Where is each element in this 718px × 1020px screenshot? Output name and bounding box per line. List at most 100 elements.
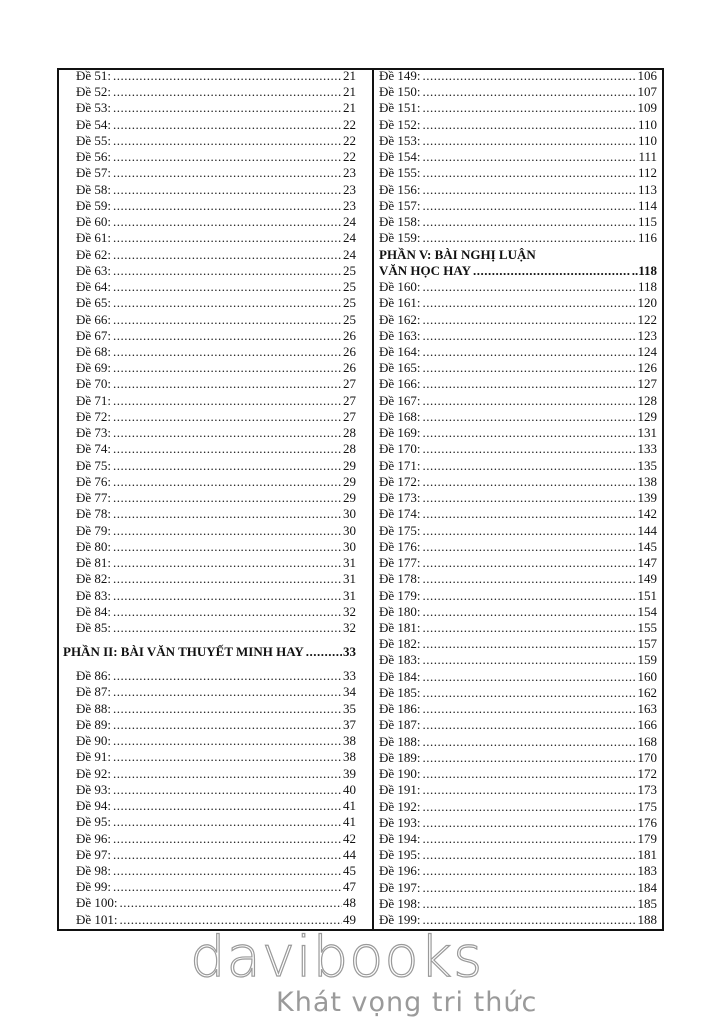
toc-entry[interactable]: Đề 97:..................................… [60, 847, 356, 863]
toc-entry[interactable]: Đề 62:..................................… [60, 247, 356, 263]
toc-entry[interactable]: Đề 51:..................................… [60, 68, 356, 84]
toc-entry[interactable]: Đề 191:.................................… [376, 782, 657, 798]
toc-entry[interactable]: Đề 190:.................................… [376, 766, 657, 782]
toc-entry[interactable]: Đề 149:.................................… [376, 68, 657, 84]
toc-entry[interactable]: Đề 160:.................................… [376, 279, 657, 295]
toc-entry[interactable]: Đề 168:.................................… [376, 409, 657, 425]
toc-entry[interactable]: Đề 89:..................................… [60, 717, 356, 733]
section-heading-phan-ii[interactable]: PHẦN II: BÀI VĂN THUYẾT MINH HAY .......… [60, 636, 356, 668]
toc-entry[interactable]: Đề 67:..................................… [60, 328, 356, 344]
toc-entry[interactable]: Đề 96:..................................… [60, 831, 356, 847]
toc-entry[interactable]: Đề 72:..................................… [60, 409, 356, 425]
toc-entry[interactable]: Đề 169:.................................… [376, 425, 657, 441]
toc-entry[interactable]: Đề 157:.................................… [376, 198, 657, 214]
toc-entry[interactable]: Đề 55:..................................… [60, 133, 356, 149]
toc-entry[interactable]: Đề 53:..................................… [60, 100, 356, 116]
toc-entry[interactable]: Đề 85:..................................… [60, 620, 356, 636]
toc-entry[interactable]: Đề 163:.................................… [376, 328, 657, 344]
toc-entry[interactable]: Đề 159:.................................… [376, 230, 657, 246]
toc-entry[interactable]: Đề 189:.................................… [376, 750, 657, 766]
toc-entry[interactable]: Đề 167:.................................… [376, 393, 657, 409]
toc-entry[interactable]: Đề 181:.................................… [376, 620, 657, 636]
toc-entry[interactable]: Đề 82:..................................… [60, 571, 356, 587]
toc-entry[interactable]: Đề 58:..................................… [60, 182, 356, 198]
toc-entry[interactable]: Đề 196:.................................… [376, 863, 657, 879]
toc-entry[interactable]: Đề 66:..................................… [60, 312, 356, 328]
toc-entry[interactable]: Đề 198:.................................… [376, 896, 657, 912]
toc-entry[interactable]: Đề 184:.................................… [376, 669, 657, 685]
toc-entry[interactable]: Đề 65:..................................… [60, 295, 356, 311]
toc-entry[interactable]: Đề 74:..................................… [60, 441, 356, 457]
toc-entry[interactable]: Đề 71:..................................… [60, 393, 356, 409]
toc-entry[interactable]: Đề 171:.................................… [376, 458, 657, 474]
toc-entry[interactable]: Đề 64:..................................… [60, 279, 356, 295]
toc-entry[interactable]: Đề 165:.................................… [376, 360, 657, 376]
toc-entry[interactable]: Đề 153:.................................… [376, 133, 657, 149]
toc-entry[interactable]: Đề 70:..................................… [60, 376, 356, 392]
toc-entry[interactable]: Đề 183:.................................… [376, 652, 657, 668]
toc-entry[interactable]: Đề 81:..................................… [60, 555, 356, 571]
toc-entry[interactable]: Đề 151:.................................… [376, 100, 657, 116]
toc-entry[interactable]: Đề 152:.................................… [376, 117, 657, 133]
toc-entry[interactable]: Đề 182:.................................… [376, 636, 657, 652]
toc-entry[interactable]: Đề 83:..................................… [60, 588, 356, 604]
toc-entry[interactable]: Đề 164:.................................… [376, 344, 657, 360]
toc-entry[interactable]: Đề 192:.................................… [376, 799, 657, 815]
toc-entry[interactable]: Đề 61:..................................… [60, 230, 356, 246]
toc-entry[interactable]: Đề 79:..................................… [60, 523, 356, 539]
toc-entry[interactable]: Đề 193:.................................… [376, 815, 657, 831]
toc-entry[interactable]: Đề 173:.................................… [376, 490, 657, 506]
section-heading-phan-v[interactable]: PHẦN V: BÀI NGHỊ LUẬN VĂN HỌC HAY ......… [376, 247, 657, 279]
toc-entry[interactable]: Đề 92:..................................… [60, 766, 356, 782]
toc-entry[interactable]: Đề 178:.................................… [376, 571, 657, 587]
toc-entry[interactable]: Đề 78:..................................… [60, 506, 356, 522]
toc-entry[interactable]: Đề 98:..................................… [60, 863, 356, 879]
toc-entry[interactable]: Đề 99:..................................… [60, 879, 356, 895]
toc-entry[interactable]: Đề 69:..................................… [60, 360, 356, 376]
toc-entry[interactable]: Đề 174:.................................… [376, 506, 657, 522]
toc-entry[interactable]: Đề 186:.................................… [376, 701, 657, 717]
toc-entry[interactable]: Đề 95:..................................… [60, 814, 356, 830]
toc-entry[interactable]: Đề 88:..................................… [60, 701, 356, 717]
toc-entry[interactable]: Đề 194:.................................… [376, 831, 657, 847]
toc-entry[interactable]: Đề 90:..................................… [60, 733, 356, 749]
toc-entry[interactable]: Đề 59:..................................… [60, 198, 356, 214]
toc-entry[interactable]: Đề 75:..................................… [60, 458, 356, 474]
toc-entry[interactable]: Đề 94:..................................… [60, 798, 356, 814]
toc-entry[interactable]: Đề 63:..................................… [60, 263, 356, 279]
toc-entry[interactable]: Đề 100:.................................… [60, 895, 356, 911]
toc-entry[interactable]: Đề 175:.................................… [376, 523, 657, 539]
toc-entry[interactable]: Đề 188:.................................… [376, 734, 657, 750]
toc-entry[interactable]: Đề 180:.................................… [376, 604, 657, 620]
toc-entry[interactable]: Đề 150:.................................… [376, 84, 657, 100]
toc-entry[interactable]: Đề 195:.................................… [376, 847, 657, 863]
toc-entry[interactable]: Đề 158:.................................… [376, 214, 657, 230]
toc-entry[interactable]: Đề 60:..................................… [60, 214, 356, 230]
toc-entry[interactable]: Đề 76:..................................… [60, 474, 356, 490]
toc-entry[interactable]: Đề 161:.................................… [376, 295, 657, 311]
toc-entry[interactable]: Đề 199:.................................… [376, 912, 657, 928]
toc-entry[interactable]: Đề 73:..................................… [60, 425, 356, 441]
toc-entry[interactable]: Đề 185:.................................… [376, 685, 657, 701]
toc-entry[interactable]: Đề 56:..................................… [60, 149, 356, 165]
toc-entry[interactable]: Đề 93:..................................… [60, 782, 356, 798]
toc-entry[interactable]: Đề 80:..................................… [60, 539, 356, 555]
toc-entry[interactable]: Đề 87:..................................… [60, 684, 356, 700]
toc-entry[interactable]: Đề 86:..................................… [60, 668, 356, 684]
toc-entry[interactable]: Đề 177:.................................… [376, 555, 657, 571]
toc-entry[interactable]: Đề 101:.................................… [60, 912, 356, 928]
toc-entry[interactable]: Đề 52:..................................… [60, 84, 356, 100]
toc-entry[interactable]: Đề 166:.................................… [376, 376, 657, 392]
toc-entry[interactable]: Đề 156:.................................… [376, 182, 657, 198]
toc-entry[interactable]: Đề 57:..................................… [60, 165, 356, 181]
toc-entry[interactable]: Đề 197:.................................… [376, 880, 657, 896]
toc-entry[interactable]: Đề 187:.................................… [376, 717, 657, 733]
toc-entry[interactable]: Đề 68:..................................… [60, 344, 356, 360]
toc-entry[interactable]: Đề 84:..................................… [60, 604, 356, 620]
toc-entry[interactable]: Đề 162:.................................… [376, 312, 657, 328]
toc-entry[interactable]: Đề 172:.................................… [376, 474, 657, 490]
toc-entry[interactable]: Đề 54:..................................… [60, 117, 356, 133]
toc-entry[interactable]: Đề 154:.................................… [376, 149, 657, 165]
toc-entry[interactable]: Đề 170:.................................… [376, 441, 657, 457]
toc-entry[interactable]: Đề 91:..................................… [60, 749, 356, 765]
